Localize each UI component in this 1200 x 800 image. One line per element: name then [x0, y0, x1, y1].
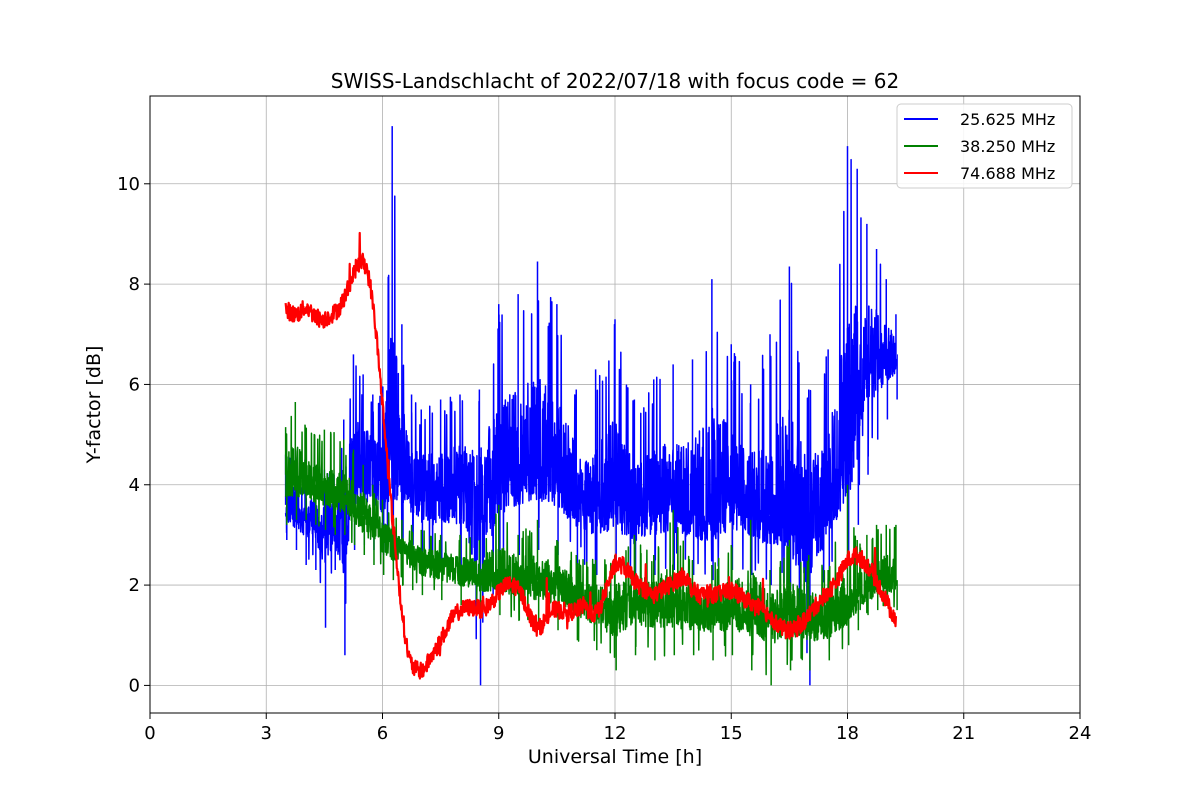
x-tick-label: 6 — [377, 723, 388, 744]
series-line — [284, 401, 898, 686]
chart-title: SWISS-Landschlacht of 2022/07/18 with fo… — [331, 69, 899, 93]
y-tick-label: 4 — [129, 475, 140, 496]
x-tick-label: 3 — [261, 723, 272, 744]
y-tick-label: 6 — [129, 374, 140, 395]
y-tick-label: 8 — [129, 274, 140, 295]
legend: 25.625 MHz 38.250 MHz 74.688 MHz — [896, 103, 1073, 189]
legend-label: 25.625 MHz — [960, 110, 1055, 129]
x-tick-label: 24 — [1069, 723, 1092, 744]
x-tick-label: 0 — [144, 723, 155, 744]
series-line — [284, 231, 898, 680]
y-axis-label: Y-factor [dB] — [83, 346, 105, 465]
x-tick-label: 21 — [952, 723, 975, 744]
x-tick-label: 12 — [604, 723, 627, 744]
legend-label: 38.250 MHz — [960, 137, 1055, 156]
plot-lines — [284, 126, 898, 686]
y-tick-label: 0 — [129, 675, 140, 696]
legend-box — [896, 103, 1073, 189]
legend-label: 74.688 MHz — [960, 164, 1055, 183]
x-tick-label: 9 — [493, 723, 504, 744]
y-tick-label: 2 — [129, 575, 140, 596]
x-tick-label: 15 — [720, 723, 743, 744]
x-axis-label: Universal Time [h] — [528, 746, 702, 768]
y-tick-label: 10 — [117, 174, 140, 195]
x-tick-label: 18 — [836, 723, 859, 744]
